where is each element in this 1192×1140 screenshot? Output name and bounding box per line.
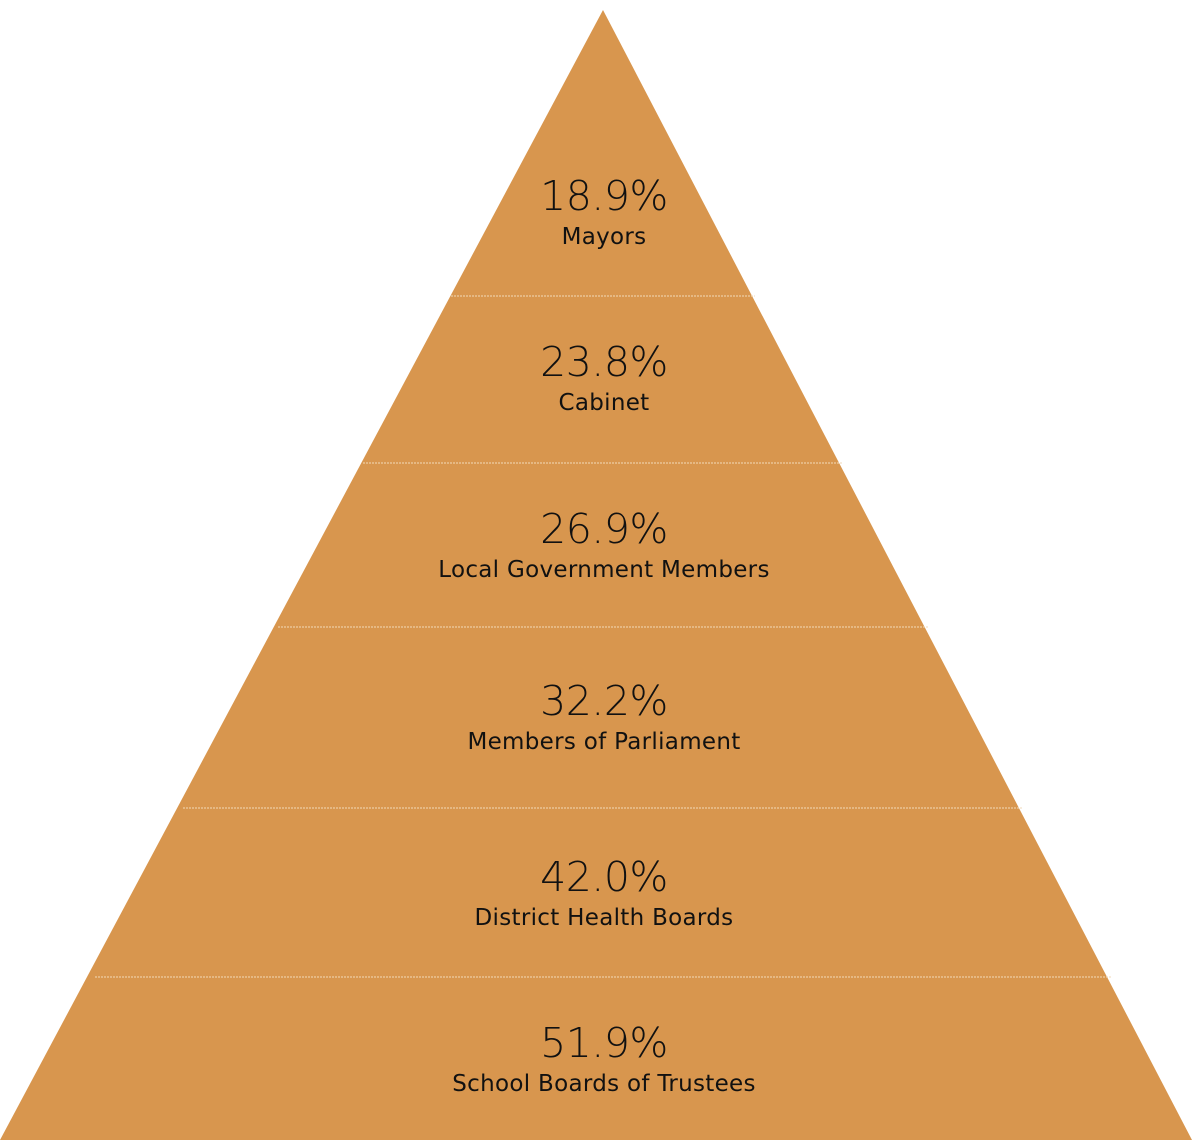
tier-value: 26.9%: [540, 505, 668, 553]
tier-members-of-parliament: 32.2% Members of Parliament: [304, 677, 904, 757]
tier-value: 23.8%: [540, 338, 668, 386]
tier-value: 32.2%: [540, 677, 668, 725]
tier-mayors: 18.9% Mayors: [304, 172, 904, 252]
tier-value: 18.9%: [540, 172, 668, 220]
tier-name: School Boards of Trustees: [452, 1071, 756, 1097]
tier-district-health-boards: 42.0% District Health Boards: [304, 853, 904, 933]
tier-value: 51.9%: [540, 1019, 668, 1067]
tier-value: 42.0%: [540, 853, 668, 901]
tier-name: District Health Boards: [474, 905, 734, 931]
tier-cabinet: 23.8% Cabinet: [304, 338, 904, 418]
tier-name: Members of Parliament: [467, 729, 741, 755]
pyramid-triangle: [0, 10, 1192, 1140]
tier-name: Cabinet: [558, 390, 650, 416]
tier-school-boards-of-trustees: 51.9% School Boards of Trustees: [304, 1019, 904, 1099]
tier-local-government-members: 26.9% Local Government Members: [304, 505, 904, 585]
tier-name: Mayors: [561, 224, 647, 250]
tier-name: Local Government Members: [438, 557, 770, 583]
